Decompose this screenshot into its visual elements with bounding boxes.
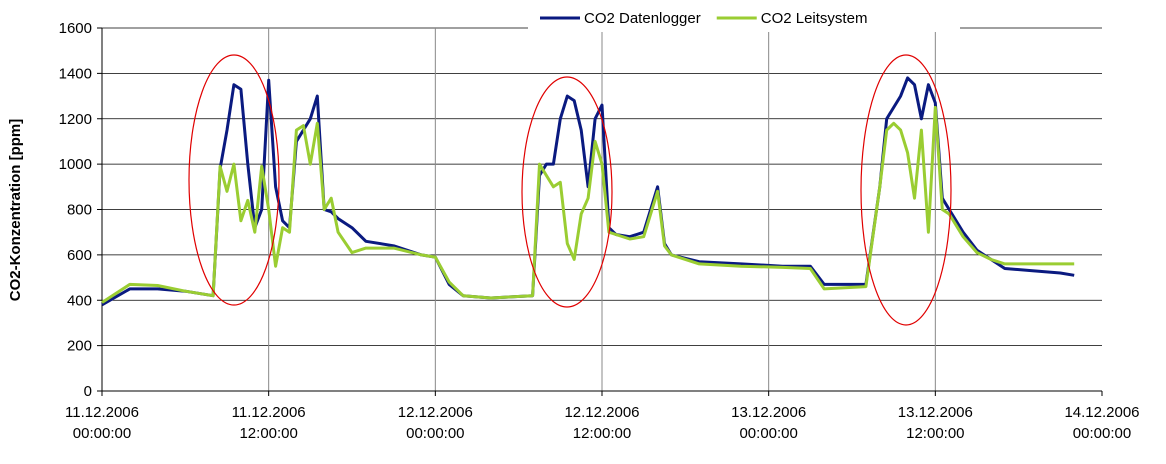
highlight-ellipse <box>521 76 613 308</box>
x-tick-label-line: 11.12.2006 <box>65 404 139 421</box>
legend-label: CO2 Leitsystem <box>761 10 868 27</box>
x-tick-label-line: 11.12.2006 <box>232 404 306 421</box>
x-tick-label: 13.12.2006 00:00:00 <box>731 404 806 442</box>
highlight-ellipse <box>860 54 952 326</box>
y-tick-label: 1200 <box>59 111 92 128</box>
x-tick-label: 12.12.2006 12:00:00 <box>564 404 639 442</box>
x-tick-label-line: 12.12.2006 <box>564 404 639 421</box>
data-line <box>101 105 1075 304</box>
y-tick-label: 400 <box>67 292 92 309</box>
y-tick-label: 1000 <box>59 156 92 173</box>
x-tick-label-line: 00:00:00 <box>73 425 131 442</box>
x-tick-label: 13.12.2006 12:00:00 <box>898 404 973 442</box>
x-tick-label-line: 12:00:00 <box>906 425 964 442</box>
x-tick-label-line: 00:00:00 <box>1073 425 1131 442</box>
highlight-ellipse <box>188 54 280 306</box>
y-tick-label: 0 <box>84 383 92 400</box>
y-tick-label: 1400 <box>59 65 92 82</box>
x-tick-label-line: 14.12.2006 <box>1064 404 1139 421</box>
x-tick-label: 12.12.2006 00:00:00 <box>398 404 473 442</box>
x-tick-label-line: 12:00:00 <box>239 425 297 442</box>
x-tick-label-line: 13.12.2006 <box>898 404 973 421</box>
x-tick-label: 11.12.2006 00:00:00 <box>65 404 139 442</box>
legend-label: CO2 Datenlogger <box>584 10 701 27</box>
x-tick-label-line: 00:00:00 <box>739 425 797 442</box>
data-line <box>101 76 1075 307</box>
y-tick-label: 800 <box>67 202 92 219</box>
x-tick-label-line: 12.12.2006 <box>398 404 473 421</box>
x-tick-label-line: 13.12.2006 <box>731 404 806 421</box>
x-tick-label-line: 00:00:00 <box>406 425 464 442</box>
y-axis-label: CO2-Konzentration [ppm] <box>7 119 24 301</box>
x-tick-label: 11.12.2006 12:00:00 <box>232 404 306 442</box>
y-tick-label: 1600 <box>59 20 92 37</box>
x-tick-label: 14.12.2006 00:00:00 <box>1064 404 1139 442</box>
y-tick-label: 200 <box>67 338 92 355</box>
x-tick-label-line: 12:00:00 <box>573 425 631 442</box>
y-tick-label: 600 <box>67 247 92 264</box>
